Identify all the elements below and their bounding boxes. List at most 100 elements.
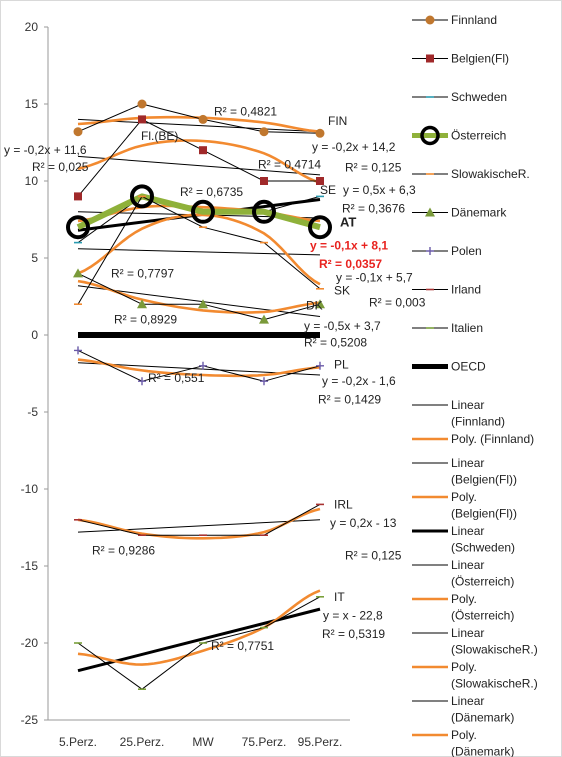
data-point: [74, 192, 82, 201]
data-point: [74, 346, 82, 355]
y-tick-label: 20: [25, 20, 39, 34]
legend-label: Linear: [451, 524, 484, 538]
legend-label: Linear: [451, 456, 484, 470]
poly-trendline: [77, 213, 321, 286]
trendline-annotation: R² = 0,7751: [211, 639, 274, 653]
legend-marker: [426, 247, 434, 255]
legend-marker: [426, 54, 434, 63]
trendline-annotation: R² = 0,6735: [180, 185, 243, 199]
trendline-annotation: y = 0,2x - 13: [330, 516, 397, 530]
legend-label: (Belgien(Fl)): [451, 507, 517, 521]
legend-label: (SlowakischeR.): [451, 643, 538, 657]
poly-trendline: [77, 358, 321, 378]
legend-label: Poly.: [451, 660, 477, 674]
trendline-annotation: y = 0,5x + 6,3: [343, 183, 416, 197]
data-point: [138, 115, 146, 124]
legend-label: Linear: [451, 398, 484, 412]
y-tick-label: 0: [31, 328, 38, 342]
linear-trendline: [77, 248, 321, 256]
data-point: [259, 314, 269, 324]
data-point: [308, 215, 332, 240]
data-point: [199, 361, 207, 370]
x-tick-label: 5.Perz.: [59, 735, 97, 749]
trendline-annotation: y = -0,2x + 14,2: [312, 140, 396, 154]
trendline-annotation: y = -0,2x - 1,6: [322, 374, 396, 388]
trendline-annotation: R² = 0,4821: [214, 105, 277, 119]
trendline-annotation: R² = 0,125: [345, 548, 402, 562]
trendline-annotation: R² = 0,8929: [114, 313, 177, 327]
trendline-annotation: R² = 0,3676: [342, 202, 405, 216]
data-point: [252, 199, 276, 224]
legend-label: SlowakischeR.: [451, 167, 530, 181]
legend-label: (Finnland): [451, 415, 505, 429]
poly-trendline: [77, 589, 321, 666]
trendline-annotation: R² = 0,1429: [318, 393, 381, 407]
trendline-annotation: R² = 0,125: [345, 160, 402, 174]
legend-label: Poly.: [451, 728, 477, 742]
legend-label: Italien: [451, 321, 483, 335]
data-point: [66, 215, 90, 240]
trendline-annotation: PL: [334, 357, 349, 371]
y-tick-label: -20: [21, 636, 39, 650]
legend-label: (Österreich): [451, 609, 514, 623]
linear-trendline: [77, 155, 321, 176]
data-point: [198, 299, 208, 309]
data-point: [316, 177, 324, 185]
trendline-annotation: R² = 0,003: [369, 296, 426, 310]
poly-trendline: [77, 507, 321, 540]
trendline-annotation: IT: [334, 590, 345, 604]
legend-label: Poly. (Finnland): [451, 432, 534, 446]
legend-label: (Dänemark): [451, 711, 514, 725]
trendline-annotation: SK: [334, 283, 350, 297]
legend-label: Österreich: [451, 129, 506, 143]
data-point: [315, 299, 325, 309]
legend-label: OECD: [451, 360, 486, 374]
trendline-annotation: R² = 0,5319: [322, 627, 385, 641]
legend-label: Belgien(Fl): [451, 52, 509, 66]
legend-label: (Schweden): [451, 541, 515, 555]
linear-trendline: [77, 285, 321, 318]
y-tick-label: -10: [21, 482, 39, 496]
series-line: [76, 193, 321, 231]
y-tick-label: 5: [31, 251, 38, 265]
legend-label: Schweden: [451, 90, 507, 104]
trendline-annotation: R² = 0,7797: [111, 266, 174, 280]
legend-label: Linear: [451, 626, 484, 640]
legend-label: Dänemark: [451, 206, 507, 220]
legend-label: Finnland: [451, 13, 497, 27]
y-tick-label: -25: [21, 713, 39, 727]
legend-label: Polen: [451, 244, 482, 258]
data-point: [73, 268, 83, 278]
x-tick-label: 75.Perz.: [242, 735, 287, 749]
data-point: [130, 184, 154, 209]
trendline-annotation: IRL: [334, 497, 353, 511]
data-point: [137, 99, 147, 109]
data-point: [199, 146, 207, 155]
legend-label: Linear: [451, 558, 484, 572]
linear-trendline: [77, 519, 321, 533]
legend-label: (Belgien(Fl)): [451, 473, 517, 487]
legend-label: Poly.: [451, 490, 477, 504]
trendline-annotation: y = -0,5x + 3,7: [304, 319, 381, 333]
poly-trendline: [77, 139, 321, 184]
trendline-annotation: SE: [320, 183, 336, 197]
trendline-annotation: y = -0,1x + 5,7: [336, 271, 413, 285]
data-point: [260, 377, 268, 386]
trendline-annotation: AT: [340, 215, 356, 230]
data-point: [260, 177, 268, 185]
legend-marker: [420, 125, 440, 146]
data-point: [191, 199, 215, 224]
data-point: [316, 361, 324, 370]
legend-label: (Österreich): [451, 575, 514, 589]
legend-label: Linear: [451, 694, 484, 708]
y-tick-label: -15: [21, 559, 39, 573]
data-point: [198, 114, 208, 124]
legend-label: (SlowakischeR.): [451, 677, 538, 691]
data-point: [315, 128, 325, 138]
data-point: [259, 127, 269, 137]
trendline-annotation: R² = 0,5208: [304, 336, 367, 350]
trendline-annotation: R² = 0,551: [148, 371, 205, 385]
trendline-annotation: R² = 0,0357: [319, 257, 382, 271]
